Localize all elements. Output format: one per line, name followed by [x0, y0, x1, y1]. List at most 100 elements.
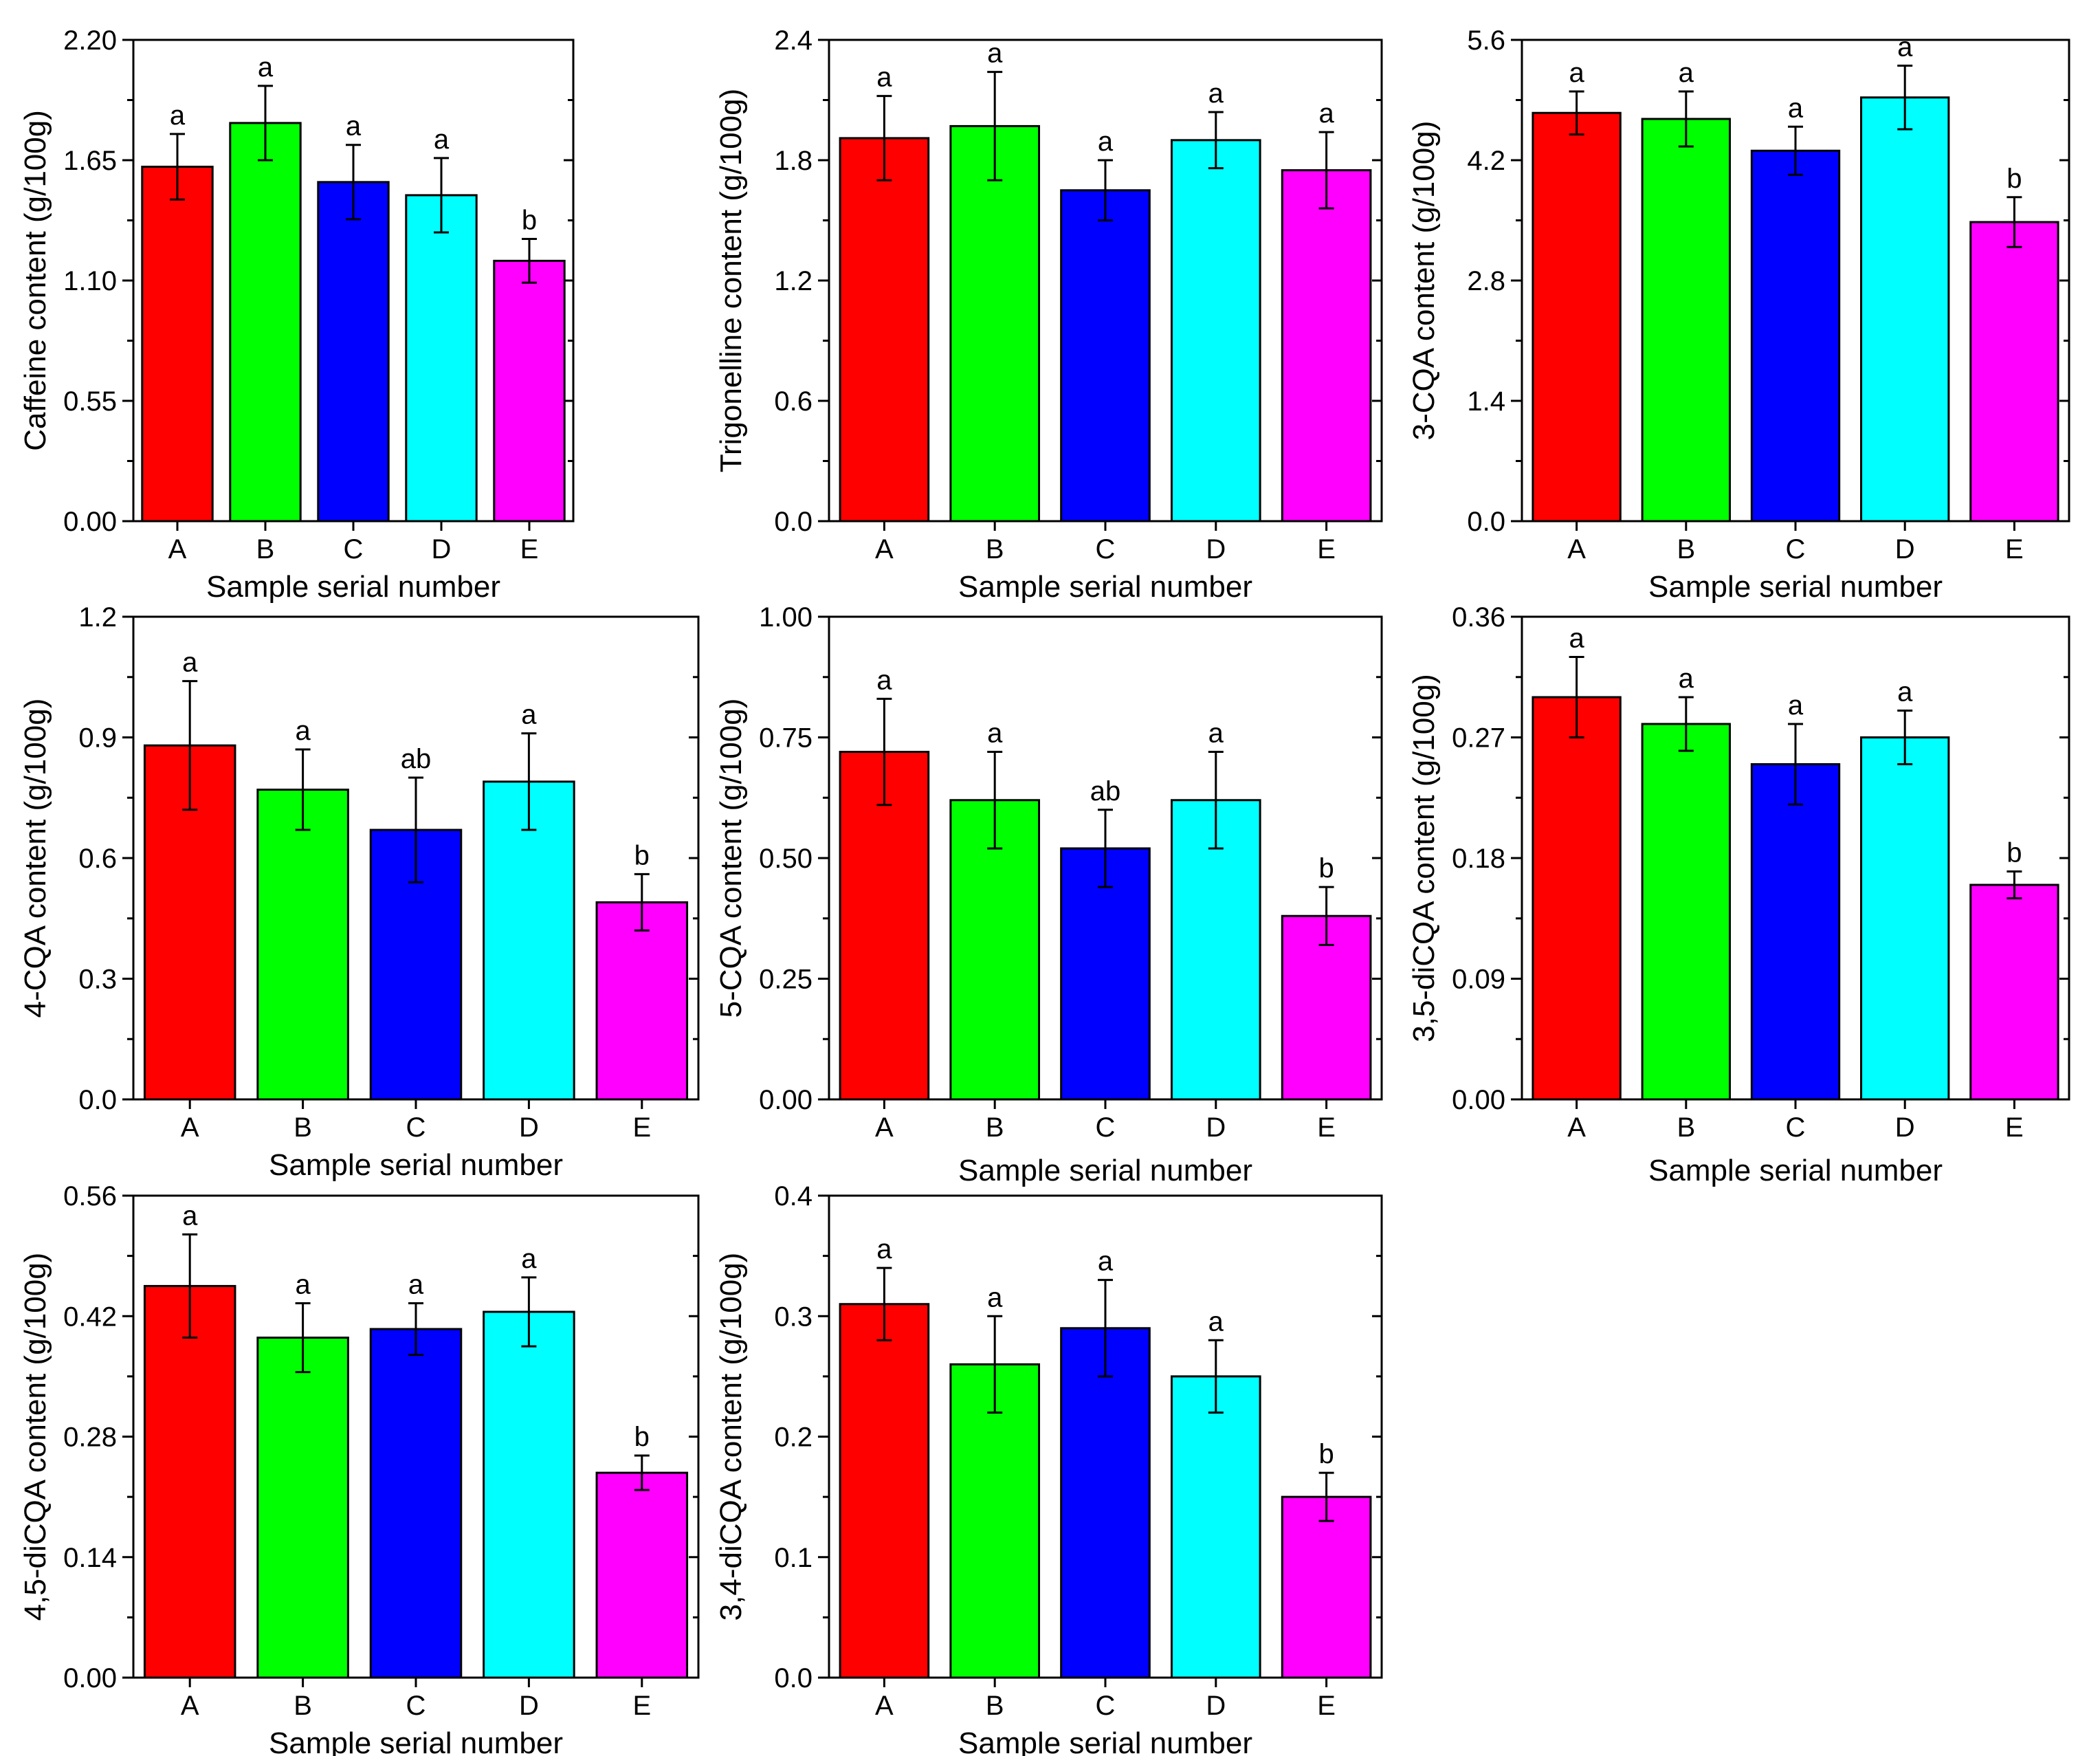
bar [1969, 221, 2059, 523]
bar [1860, 96, 1950, 523]
bar [369, 1328, 463, 1679]
y-tick-label: 0.00 [63, 507, 117, 537]
bar [949, 799, 1041, 1101]
bar [839, 137, 930, 523]
x-tick-label: C [406, 1112, 426, 1143]
x-tick-label: D [1206, 1691, 1226, 1721]
plot-frame [1521, 39, 2070, 523]
significance-label: a [1208, 718, 1224, 749]
x-tick-label: A [1567, 1112, 1586, 1143]
bar [1860, 736, 1950, 1101]
y-tick-label: 1.2 [774, 266, 813, 296]
bar [949, 124, 1041, 523]
significance-label: a [521, 700, 537, 730]
significance-label: a [1679, 58, 1694, 88]
x-tick-label: C [1786, 534, 1806, 564]
y-tick-label: 0.9 [78, 723, 117, 754]
x-axis-title: Sample serial number [958, 1726, 1252, 1756]
significance-label: a [1208, 78, 1224, 109]
significance-label: a [1679, 663, 1694, 694]
x-axis-title: Sample serial number [958, 570, 1252, 604]
y-tick-label: 0.75 [759, 723, 813, 754]
significance-label: a [1569, 624, 1584, 654]
bar [1969, 884, 2059, 1101]
significance-label: a [876, 63, 892, 93]
plot-frame [132, 615, 700, 1101]
significance-label: a [987, 718, 1003, 749]
significance-label: a [1569, 58, 1584, 88]
significance-label: b [2007, 164, 2022, 194]
significance-label: b [1318, 853, 1334, 884]
y-axis-title: 5-CQA content (g/100g) [714, 699, 748, 1018]
significance-label: a [876, 1234, 892, 1264]
bar [141, 166, 214, 523]
x-tick-label: B [294, 1112, 312, 1143]
y-tick-label: 0.3 [78, 965, 117, 995]
x-tick-label: B [986, 1112, 1004, 1143]
x-tick-label: C [1786, 1112, 1806, 1143]
y-tick-label: 0.25 [759, 965, 813, 995]
bar [1281, 914, 1372, 1101]
significance-label: a [1318, 98, 1334, 129]
significance-label: a [987, 1282, 1003, 1313]
x-tick-label: D [1206, 534, 1226, 564]
x-tick-label: A [875, 1112, 894, 1143]
y-axis-title: Caffeine content (g/100g) [19, 110, 52, 451]
y-tick-label: 0.0 [774, 507, 813, 537]
significance-label: a [170, 100, 186, 131]
y-axis-title: 3-CQA content (g/100g) [1407, 121, 1441, 441]
significance-label: b [634, 840, 650, 870]
bar [317, 181, 390, 523]
x-tick-label: B [1677, 1112, 1695, 1143]
plot-frame [132, 39, 575, 523]
x-axis-title: Sample serial number [1648, 1154, 1943, 1187]
y-tick-label: 1.8 [774, 146, 813, 176]
y-tick-label: 0.6 [774, 386, 813, 417]
bar [595, 1471, 689, 1679]
x-tick-label: B [986, 534, 1004, 564]
x-tick-label: E [1317, 1112, 1336, 1143]
y-tick-label: 0.4 [774, 1181, 813, 1211]
significance-label: a [1788, 93, 1804, 123]
y-axis-title: 4-CQA content (g/100g) [19, 699, 52, 1018]
chart-panel: a Aa Bab Ca Db E 0.00 0.25 0.50 0.75 1.00 Sample se… [714, 602, 1383, 1187]
x-tick-label: B [1677, 534, 1695, 564]
significance-label: a [258, 52, 274, 83]
x-tick-label: B [294, 1691, 312, 1721]
plot-frame [828, 39, 1383, 523]
y-tick-label: 2.20 [63, 25, 117, 56]
bar [1170, 139, 1261, 523]
y-tick-label: 0.0 [1467, 507, 1505, 537]
significance-label: a [1897, 677, 1913, 707]
x-tick-label: E [2005, 534, 2024, 564]
bar [1641, 118, 1731, 523]
significance-label: a [1208, 1306, 1224, 1337]
bar [1281, 1495, 1372, 1679]
x-tick-label: E [1317, 534, 1336, 564]
significance-label: a [295, 1269, 311, 1299]
chart-panel: a Aa Ba Ca Db E 0.00 0.14 0.28 0.42 0.56 Sample ser… [19, 1181, 700, 1756]
x-axis-title: Sample serial number [269, 1726, 563, 1756]
x-tick-label: A [168, 534, 187, 564]
significance-label: ab [401, 744, 432, 774]
y-tick-label: 2.8 [1467, 266, 1505, 296]
bar [1060, 1327, 1151, 1679]
x-tick-label: D [519, 1112, 539, 1143]
y-axis-title: Trigonelline content (g/100g) [714, 89, 748, 473]
bar [1281, 169, 1372, 523]
plot-frame [132, 1194, 700, 1679]
bar [595, 901, 689, 1101]
significance-label: ab [1090, 776, 1121, 806]
y-tick-label: 0.56 [63, 1181, 117, 1211]
x-tick-label: C [1096, 534, 1116, 564]
y-tick-label: 0.2 [774, 1423, 813, 1453]
x-tick-label: D [1206, 1112, 1226, 1143]
y-tick-label: 5.6 [1467, 25, 1505, 56]
significance-label: a [876, 665, 892, 695]
x-tick-label: A [181, 1112, 199, 1143]
significance-label: a [1897, 32, 1913, 63]
chart-panel: a Aa Ba Ca Da E 0.0 0.6 1.2 1.8 2.4 Sample serial n… [714, 25, 1383, 604]
chart-panel: a Aa Ba Ca Db E 0.0 0.1 0.2 0.3 0.4 Sample serial n… [714, 1181, 1383, 1756]
bar [1750, 763, 1841, 1101]
bar [143, 1284, 236, 1679]
